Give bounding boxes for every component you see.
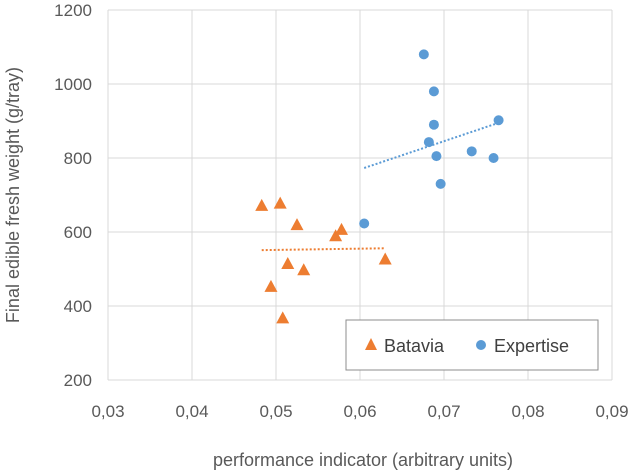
point-batavia	[335, 222, 349, 235]
legend-marker-expertise	[476, 340, 486, 350]
legend-box	[345, 319, 599, 371]
point-batavia	[281, 256, 295, 269]
point-expertise	[435, 178, 446, 189]
x-axis-title: performance indicator (arbitrary units)	[213, 450, 513, 470]
legend: Batavia Expertise	[345, 319, 599, 371]
y-tick-label: 1000	[54, 75, 92, 94]
point-expertise	[466, 146, 477, 157]
y-tick-label: 1200	[54, 1, 92, 20]
point-expertise	[488, 153, 499, 163]
y-axis-title: Final edible fresh weight (g/tray)	[3, 67, 23, 323]
y-axis-ticks: 200 400 600 800 1000 1200	[54, 1, 92, 390]
trendline-batavia	[261, 247, 386, 252]
point-batavia	[264, 279, 278, 292]
legend-label-expertise: Expertise	[494, 336, 569, 356]
y-tick-label: 600	[64, 223, 92, 242]
point-batavia	[273, 196, 287, 209]
legend-label-batavia: Batavia	[384, 336, 445, 356]
point-expertise	[428, 86, 439, 97]
trendlines	[261, 121, 499, 252]
x-tick-label: 0,05	[259, 402, 292, 421]
data-points	[255, 49, 504, 324]
point-batavia	[329, 229, 343, 242]
x-tick-label: 0,09	[595, 402, 628, 421]
y-tick-label: 800	[64, 149, 92, 168]
point-expertise	[431, 151, 442, 162]
point-batavia	[276, 311, 290, 324]
point-expertise	[359, 218, 370, 229]
point-batavia	[290, 218, 304, 231]
x-tick-label: 0,04	[175, 402, 208, 421]
point-batavia	[297, 263, 311, 276]
x-tick-label: 0,07	[427, 402, 460, 421]
point-expertise	[493, 115, 504, 126]
legend-marker-batavia	[365, 338, 377, 350]
grid	[107, 9, 613, 381]
y-tick-label: 400	[64, 297, 92, 316]
x-tick-label: 0,06	[343, 402, 376, 421]
point-batavia	[255, 198, 269, 211]
point-expertise	[428, 119, 439, 130]
x-axis-ticks: 0,03 0,04 0,05 0,06 0,07 0,08 0,09	[91, 402, 628, 421]
x-tick-label: 0,08	[511, 402, 544, 421]
point-expertise	[418, 49, 429, 60]
x-tick-label: 0,03	[91, 402, 124, 421]
point-expertise	[423, 137, 434, 148]
point-batavia	[378, 252, 392, 265]
y-tick-label: 200	[64, 371, 92, 390]
